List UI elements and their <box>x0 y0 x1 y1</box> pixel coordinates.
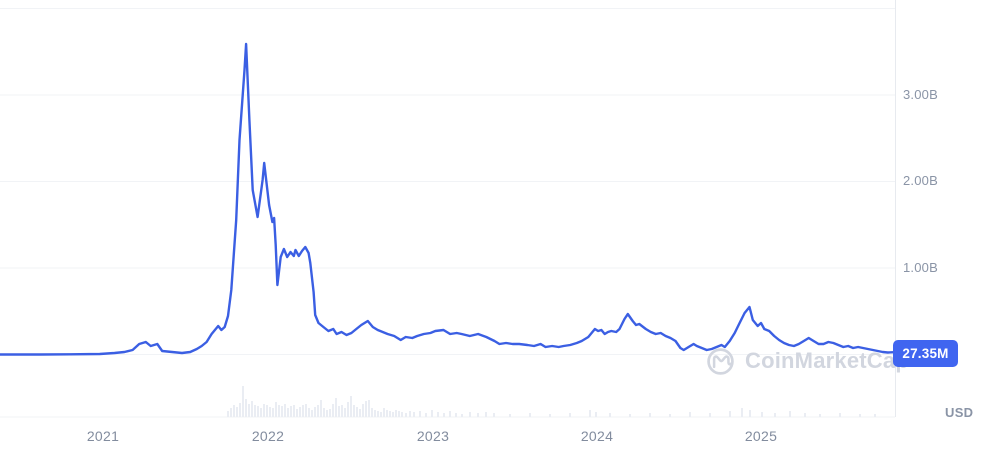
x-axis-tick-2023: 2023 <box>416 428 450 444</box>
y-axis-tick-1b: 1.00B <box>903 260 938 275</box>
current-value-badge: 27.35M <box>893 340 958 367</box>
x-axis-tick-2024: 2024 <box>580 428 614 444</box>
gridlines <box>0 8 895 355</box>
y-axis-tick-2b: 2.00B <box>903 173 938 188</box>
volume-bars <box>227 386 876 417</box>
x-axis-tick-2022: 2022 <box>251 428 285 444</box>
price-line <box>0 42 896 356</box>
y-axis-tick-3b: 3.00B <box>903 87 938 102</box>
x-axis-tick-2021: 2021 <box>86 428 120 444</box>
x-axis-tick-2025: 2025 <box>744 428 778 444</box>
currency-label: USD <box>945 405 974 420</box>
current-value-label: 27.35M <box>902 346 949 361</box>
